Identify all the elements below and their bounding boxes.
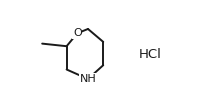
Text: HCl: HCl bbox=[138, 48, 161, 61]
Text: O: O bbox=[73, 28, 82, 38]
Text: NH: NH bbox=[80, 74, 96, 84]
